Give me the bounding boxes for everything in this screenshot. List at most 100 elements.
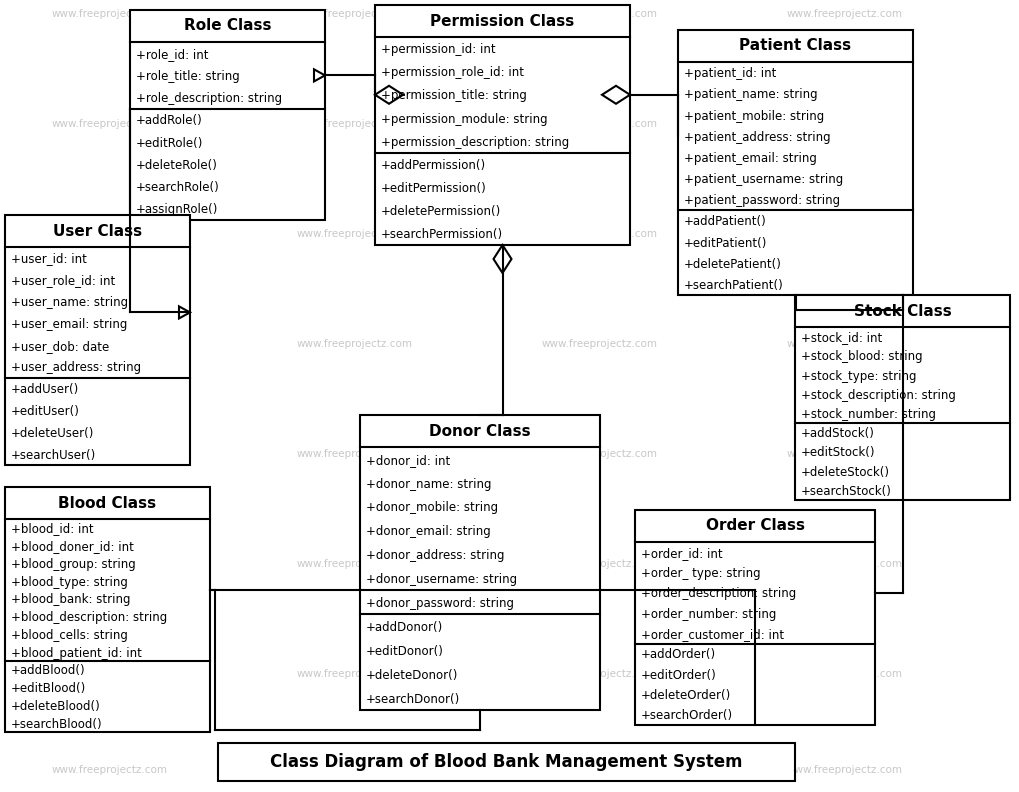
Text: +user_dob: date: +user_dob: date	[11, 340, 109, 352]
Text: +user_id: int: +user_id: int	[11, 253, 87, 265]
Text: +addStock(): +addStock()	[800, 427, 874, 440]
Text: +blood_doner_id: int: +blood_doner_id: int	[11, 540, 133, 553]
Text: www.freeprojectz.com: www.freeprojectz.com	[787, 559, 902, 569]
Text: Role Class: Role Class	[183, 18, 271, 33]
Text: +deleteUser(): +deleteUser()	[11, 427, 95, 440]
Text: +patient_password: string: +patient_password: string	[684, 194, 840, 208]
Text: +order_number: string: +order_number: string	[640, 607, 775, 621]
Text: +patient_mobile: string: +patient_mobile: string	[684, 109, 823, 123]
Text: www.freeprojectz.com: www.freeprojectz.com	[541, 339, 657, 349]
Text: +searchDonor(): +searchDonor()	[366, 693, 460, 706]
Text: www.freeprojectz.com: www.freeprojectz.com	[297, 229, 413, 239]
Text: +deletePatient(): +deletePatient()	[684, 257, 782, 271]
Bar	[635, 510, 874, 725]
Text: www.freeprojectz.com: www.freeprojectz.com	[297, 9, 413, 19]
Text: +deleteStock(): +deleteStock()	[800, 466, 890, 478]
Text: +deleteRole(): +deleteRole()	[136, 159, 218, 172]
Text: +order_customer_id: int: +order_customer_id: int	[640, 628, 784, 641]
Text: +blood_type: string: +blood_type: string	[11, 576, 127, 588]
Text: +user_name: string: +user_name: string	[11, 296, 128, 309]
Bar	[129, 10, 325, 220]
Text: +permission_description: string: +permission_description: string	[381, 135, 569, 149]
Text: +deleteBlood(): +deleteBlood()	[11, 700, 101, 713]
Text: www.freeprojectz.com: www.freeprojectz.com	[297, 449, 413, 459]
Text: www.freeprojectz.com: www.freeprojectz.com	[52, 559, 168, 569]
Text: www.freeprojectz.com: www.freeprojectz.com	[541, 9, 657, 19]
Text: +searchUser(): +searchUser()	[11, 449, 96, 462]
Text: www.freeprojectz.com: www.freeprojectz.com	[787, 449, 902, 459]
Text: +blood_id: int: +blood_id: int	[11, 522, 94, 535]
Text: +addUser(): +addUser()	[11, 383, 79, 396]
Bar	[360, 415, 599, 710]
Text: +patient_id: int: +patient_id: int	[684, 67, 775, 80]
Text: +donor_mobile: string: +donor_mobile: string	[366, 501, 497, 515]
Text: +blood_group: string: +blood_group: string	[11, 558, 136, 571]
Text: www.freeprojectz.com: www.freeprojectz.com	[541, 119, 657, 129]
Text: www.freeprojectz.com: www.freeprojectz.com	[787, 339, 902, 349]
Text: Permission Class: Permission Class	[430, 13, 574, 29]
Text: +user_role_id: int: +user_role_id: int	[11, 274, 115, 287]
Text: +role_description: string: +role_description: string	[136, 92, 282, 105]
Text: +blood_description: string: +blood_description: string	[11, 611, 167, 624]
Text: +addDonor(): +addDonor()	[366, 621, 443, 634]
Text: +deleteDonor(): +deleteDonor()	[366, 668, 458, 682]
Bar	[375, 5, 630, 245]
Text: www.freeprojectz.com: www.freeprojectz.com	[297, 559, 413, 569]
Text: +editUser(): +editUser()	[11, 405, 79, 418]
Text: +stock_number: string: +stock_number: string	[800, 408, 935, 421]
Text: +editPermission(): +editPermission()	[381, 182, 486, 195]
Text: www.freeprojectz.com: www.freeprojectz.com	[541, 229, 657, 239]
Text: Stock Class: Stock Class	[853, 303, 951, 318]
Text: +patient_name: string: +patient_name: string	[684, 89, 817, 101]
Text: +editBlood(): +editBlood()	[11, 682, 87, 695]
Text: +donor_email: string: +donor_email: string	[366, 525, 490, 539]
Text: +deletePermission(): +deletePermission()	[381, 205, 500, 218]
Text: www.freeprojectz.com: www.freeprojectz.com	[787, 229, 902, 239]
Text: +blood_patient_id: int: +blood_patient_id: int	[11, 646, 142, 660]
Text: +stock_description: string: +stock_description: string	[800, 389, 955, 402]
Text: +editRole(): +editRole()	[136, 137, 203, 150]
Text: www.freeprojectz.com: www.freeprojectz.com	[52, 449, 168, 459]
Text: +permission_title: string: +permission_title: string	[381, 89, 527, 102]
Text: +addBlood(): +addBlood()	[11, 664, 86, 677]
Text: www.freeprojectz.com: www.freeprojectz.com	[787, 669, 902, 679]
Text: +donor_name: string: +donor_name: string	[366, 478, 491, 490]
Bar	[5, 487, 210, 732]
Text: +stock_type: string: +stock_type: string	[800, 370, 916, 383]
Text: www.freeprojectz.com: www.freeprojectz.com	[541, 765, 657, 775]
Bar	[5, 215, 190, 465]
Text: +editPatient(): +editPatient()	[684, 237, 766, 249]
Text: www.freeprojectz.com: www.freeprojectz.com	[541, 559, 657, 569]
Text: www.freeprojectz.com: www.freeprojectz.com	[52, 9, 168, 19]
Text: www.freeprojectz.com: www.freeprojectz.com	[52, 119, 168, 129]
Text: www.freeprojectz.com: www.freeprojectz.com	[297, 339, 413, 349]
Text: +order_ type: string: +order_ type: string	[640, 567, 760, 580]
Text: +editStock(): +editStock()	[800, 447, 874, 459]
Text: +patient_address: string: +patient_address: string	[684, 131, 829, 143]
Text: +blood_cells: string: +blood_cells: string	[11, 629, 127, 642]
Text: User Class: User Class	[53, 223, 142, 238]
Text: +stock_id: int: +stock_id: int	[800, 331, 881, 344]
Text: Patient Class: Patient Class	[739, 39, 851, 54]
Text: +addOrder(): +addOrder()	[640, 649, 715, 661]
Text: Blood Class: Blood Class	[58, 496, 156, 511]
Text: www.freeprojectz.com: www.freeprojectz.com	[541, 669, 657, 679]
Text: +patient_email: string: +patient_email: string	[684, 152, 816, 165]
Text: www.freeprojectz.com: www.freeprojectz.com	[787, 765, 902, 775]
Text: www.freeprojectz.com: www.freeprojectz.com	[52, 669, 168, 679]
Text: Order Class: Order Class	[705, 519, 804, 534]
Text: www.freeprojectz.com: www.freeprojectz.com	[297, 765, 413, 775]
Text: +stock_blood: string: +stock_blood: string	[800, 350, 922, 364]
Text: +searchOrder(): +searchOrder()	[640, 710, 733, 722]
Text: +searchPatient(): +searchPatient()	[684, 279, 783, 292]
Text: www.freeprojectz.com: www.freeprojectz.com	[52, 229, 168, 239]
Text: www.freeprojectz.com: www.freeprojectz.com	[297, 669, 413, 679]
Text: +order_description: string: +order_description: string	[640, 588, 796, 600]
Text: +permission_module: string: +permission_module: string	[381, 112, 547, 126]
Text: +editDonor(): +editDonor()	[366, 645, 443, 658]
Text: +donor_id: int: +donor_id: int	[366, 454, 449, 466]
Text: +permission_id: int: +permission_id: int	[381, 44, 495, 56]
Text: +order_id: int: +order_id: int	[640, 546, 721, 560]
Text: +donor_address: string: +donor_address: string	[366, 550, 504, 562]
Bar	[678, 30, 912, 295]
